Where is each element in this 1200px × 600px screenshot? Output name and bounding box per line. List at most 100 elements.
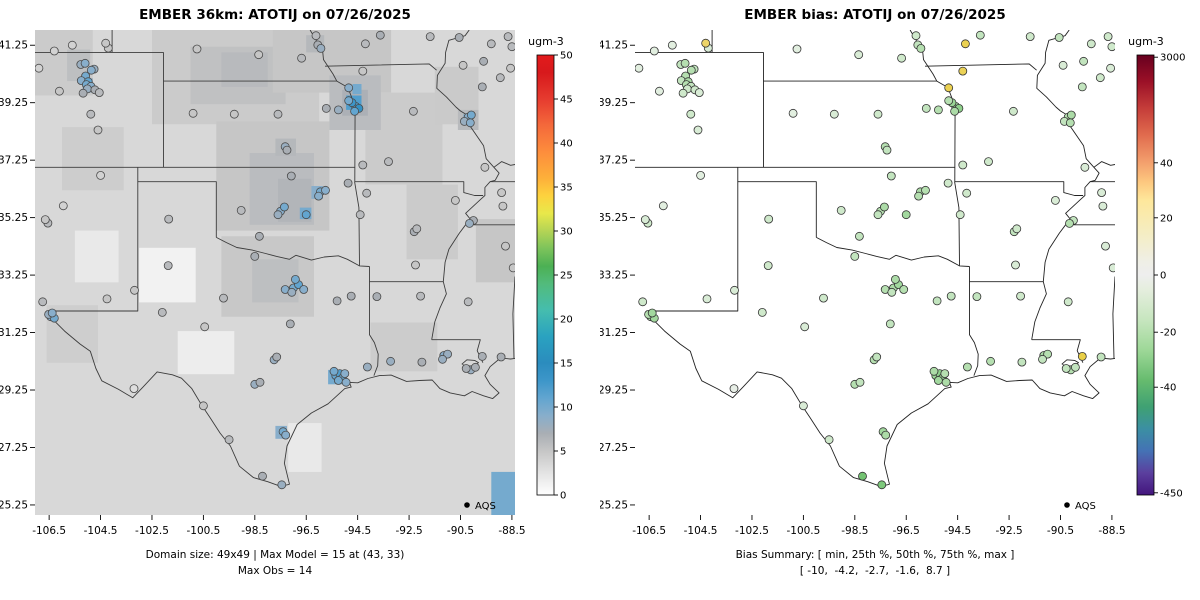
- aqs-station-dot: [255, 377, 265, 387]
- aqs-station-dot: [986, 356, 996, 366]
- aqs-station-dot: [350, 106, 360, 116]
- aqs-station-dot: [281, 430, 291, 440]
- aqs-station-dot: [854, 50, 864, 60]
- aqs-station-dot: [258, 471, 267, 481]
- aqs-station-dot: [477, 82, 487, 92]
- aqs-station-dot: [854, 231, 864, 241]
- colorbar-tick-label: 40: [1160, 158, 1173, 169]
- map-area: [635, 30, 1115, 490]
- aqs-station-dot: [236, 205, 246, 215]
- y-axis-tick-label: 39.25: [0, 97, 28, 109]
- aqs-station-dot: [916, 44, 926, 53]
- aqs-station-dot: [1008, 106, 1018, 116]
- aqs-station-dot: [962, 362, 972, 372]
- aqs-station-dot: [911, 31, 921, 41]
- raster-patch: [475, 219, 515, 283]
- aqs-station-dot: [1080, 162, 1090, 172]
- state-border: [1036, 30, 1100, 226]
- aqs-station-dot: [877, 480, 887, 490]
- map-area: [35, 30, 515, 515]
- colorbar-tick-label: 15: [560, 359, 573, 370]
- aqs-station-dot: [412, 224, 422, 234]
- aqs-station-dot: [800, 322, 810, 332]
- aqs-station-dot: [1043, 349, 1053, 359]
- aqs-station-dot: [506, 63, 515, 73]
- bias-colorbar-unit-label: ugm-3: [1128, 35, 1164, 48]
- aqs-legend-dot-icon: [1064, 502, 1070, 508]
- aqs-station-dot: [1077, 82, 1087, 92]
- colorbar-tick-label: 20: [1160, 213, 1173, 224]
- aqs-legend-label: AQS: [1075, 501, 1096, 512]
- y-axis-tick-label: 33.25: [0, 270, 28, 282]
- aqs-station-dot: [1070, 362, 1080, 372]
- aqs-station-dot: [1107, 42, 1115, 52]
- aqs-station-dot: [972, 292, 982, 302]
- aqs-station-dot: [224, 435, 234, 445]
- aqs-station-dot: [1012, 224, 1022, 234]
- bias-map-panel: -106.5 -104.5 -102.5 -100.5 -98.5 -96.5 -94.5 -…: [600, 0, 1200, 600]
- aqs-station-dot: [872, 352, 882, 362]
- aqs-station-dot: [470, 362, 480, 372]
- aqs-station-dot: [501, 241, 510, 251]
- aqs-station-dot: [254, 231, 264, 241]
- aqs-station-dot: [1098, 201, 1108, 211]
- x-axis-tick-label: -92.5: [395, 525, 422, 537]
- aqs-station-dot: [941, 377, 951, 387]
- aqs-station-dot: [466, 110, 476, 120]
- state-border: [969, 266, 979, 376]
- aqs-station-dot: [250, 251, 260, 261]
- aqs-station-dot: [975, 30, 985, 40]
- x-axis-tick-label: -96.5: [293, 525, 320, 537]
- state-border: [46, 181, 139, 312]
- state-border: [1112, 276, 1115, 359]
- aqs-station-dot: [819, 293, 828, 303]
- x-axis-tick-label: -94.5: [944, 525, 971, 537]
- state-border: [324, 63, 437, 71]
- aqs-station-dot: [355, 210, 365, 220]
- state-border: [431, 224, 466, 340]
- bias-map-svg: -106.5 -104.5 -102.5 -100.5 -98.5 -96.5 -94.5 -…: [600, 7, 1185, 577]
- aqs-station-dot: [299, 285, 309, 294]
- aqs-station-dot: [914, 191, 924, 201]
- y-axis-tick-label: 41.25: [0, 40, 28, 52]
- y-axis-tick-label: 27.25: [600, 442, 628, 454]
- aqs-station-dot: [850, 251, 860, 261]
- aqs-station-dot: [958, 160, 968, 170]
- aqs-station-dot: [454, 33, 464, 42]
- colorbar-tick-label: -20: [1160, 328, 1176, 339]
- aqs-station-dot: [873, 109, 883, 119]
- aqs-station-dot: [694, 88, 704, 97]
- aqs-station-dot: [94, 88, 104, 97]
- aqs-station-dot: [480, 162, 490, 172]
- aqs-station-dot: [1065, 118, 1075, 128]
- aqs-station-dot: [498, 201, 508, 211]
- colorbar-tick-label: 3000: [1160, 53, 1185, 64]
- aqs-station-dot: [372, 292, 382, 302]
- state-border: [954, 181, 1084, 196]
- colorbar-tick-label: 35: [560, 183, 573, 194]
- aqs-station-dot: [1050, 195, 1060, 205]
- aqs-station-dot: [450, 195, 460, 205]
- model-map-layers: -106.5 -104.5 -102.5 -100.5 -98.5 -96.5 -94.5 -…: [0, 30, 573, 537]
- raster-patch: [491, 471, 515, 515]
- aqs-station-dot: [219, 293, 228, 303]
- aqs-station-dot: [824, 435, 834, 445]
- aqs-station-dot: [933, 105, 943, 115]
- aqs-station-dot: [321, 185, 330, 195]
- aqs-station-dot: [932, 296, 942, 306]
- aqs-station-dot: [1079, 56, 1089, 66]
- aqs-station-dot: [881, 430, 891, 440]
- bias-map-title: EMBER bias: ATOTIJ on 07/26/2025: [744, 7, 1005, 23]
- model-map-panel: -106.5 -104.5 -102.5 -100.5 -98.5 -96.5 -94.5 -…: [0, 7, 573, 577]
- aqs-station-dot: [465, 118, 475, 128]
- aqs-station-dot: [332, 296, 342, 306]
- y-axis-tick-label: 25.25: [0, 499, 28, 511]
- colorbar-tick-label: 30: [560, 227, 573, 238]
- aqs-station-dot: [1063, 297, 1073, 307]
- aqs-station-dot: [229, 109, 239, 119]
- aqs-station-dot: [458, 60, 468, 70]
- aqs-station-dot: [163, 261, 173, 271]
- state-border: [816, 236, 970, 267]
- aqs-station-dot: [362, 362, 372, 372]
